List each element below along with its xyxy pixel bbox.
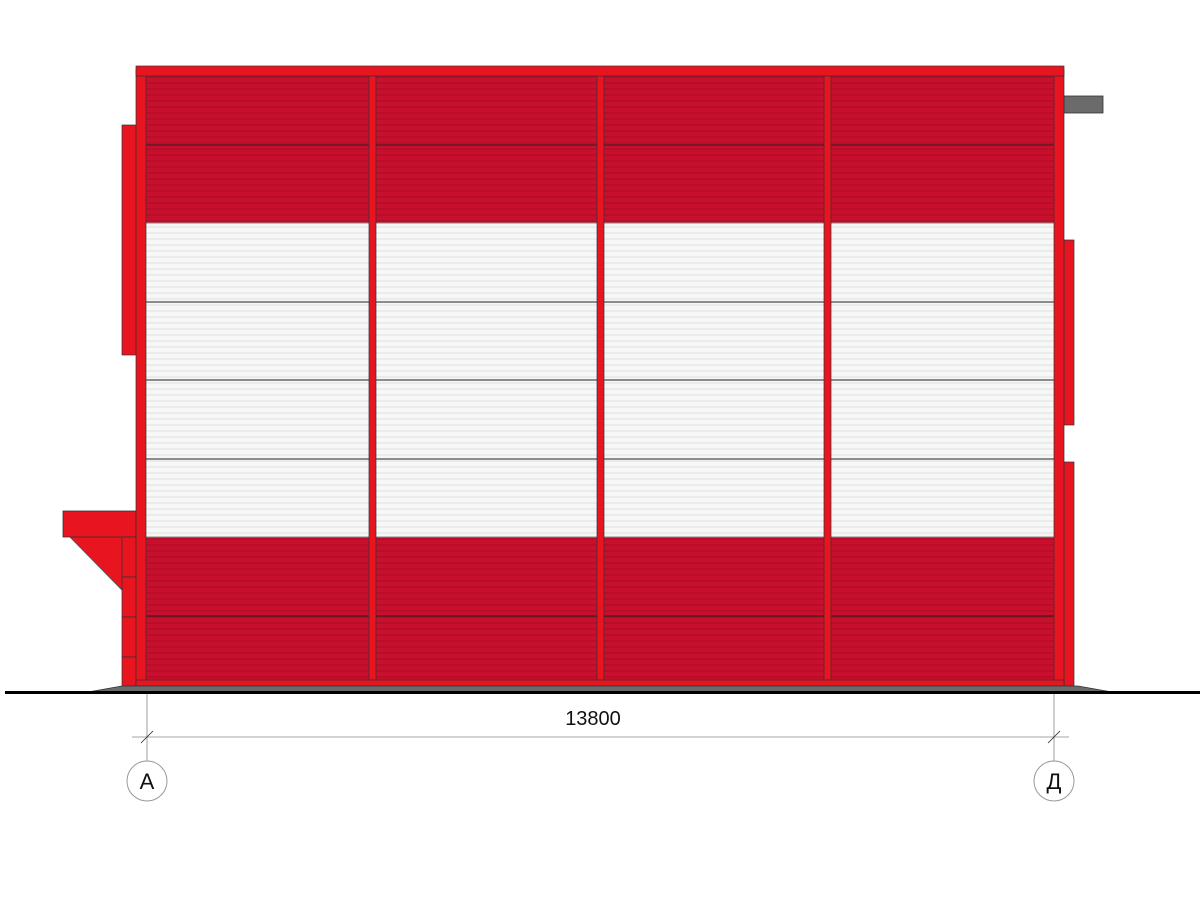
right-side-strip <box>1063 239 1075 426</box>
corner-trim-left <box>135 69 147 687</box>
roof-cap <box>135 65 1065 77</box>
left-lower-panel <box>121 616 137 658</box>
left-lower-panel <box>121 656 137 687</box>
vent-box <box>1063 95 1104 114</box>
entrance-canopy <box>62 510 137 538</box>
axis-marker-a <box>126 760 168 802</box>
dimension-label: 13800 <box>565 708 621 730</box>
base-trim <box>135 679 1065 687</box>
canopy-bracket <box>68 536 123 592</box>
right-side-strip <box>1063 461 1075 687</box>
left-lower-panel <box>121 576 137 618</box>
column-trim <box>596 69 605 681</box>
axis-marker-d <box>1033 760 1075 802</box>
axis-label-a: А <box>140 769 155 794</box>
left-lower-panel <box>121 536 137 578</box>
axis-label-d: Д <box>1047 769 1062 794</box>
corner-trim-right <box>1053 69 1065 687</box>
column-trim <box>823 69 832 681</box>
dimension-line <box>132 694 1069 761</box>
column-trim <box>368 69 377 681</box>
left-side-strip <box>121 124 137 356</box>
